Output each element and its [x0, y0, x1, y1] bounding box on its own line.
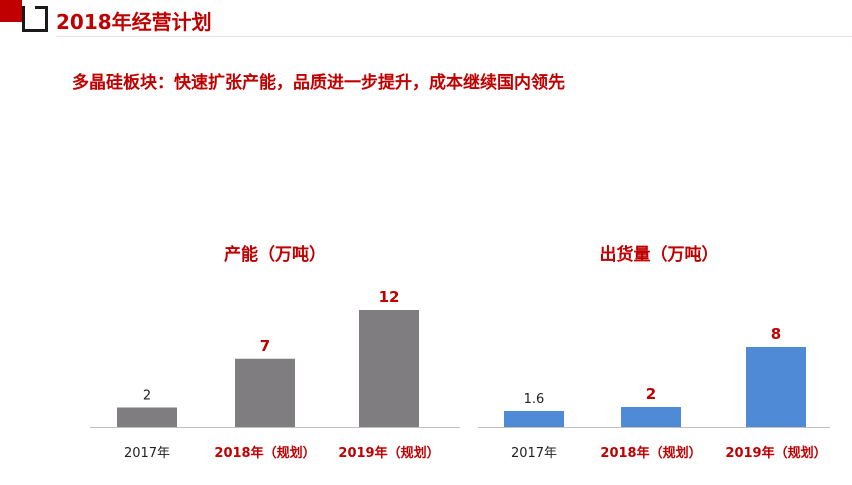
- capacity-data-label-0: 2: [143, 389, 151, 404]
- shipment-category-label-1: 2018年（规划）: [600, 445, 701, 461]
- capacity-chart-title: 产能（万吨）: [224, 245, 326, 265]
- capacity-chart: 产能（万吨） 2 2017年 7 2018年（规划） 12 2019年（规划）: [90, 240, 460, 470]
- capacity-category-label-0: 2017年: [124, 446, 170, 461]
- shipment-chart-plot: 1.6 2017年 2 2018年（规划） 8 2019年（规划）: [478, 325, 830, 461]
- capacity-data-label-1: 7: [260, 337, 270, 355]
- page-title: 2018年经营计划: [56, 10, 212, 34]
- shipment-data-label-1: 2: [646, 385, 656, 403]
- capacity-category-label-1: 2018年（规划）: [214, 445, 315, 461]
- slide-subtitle: 多晶硅板块：快速扩张产能，品质进一步提升，成本继续国内领先: [72, 73, 565, 93]
- capacity-bar-1: [235, 358, 295, 427]
- capacity-bar-0: [117, 407, 177, 427]
- corner-frame-top: [35, 6, 48, 9]
- shipment-category-label-2: 2019年（规划）: [725, 445, 826, 461]
- shipment-data-label-0: 1.6: [524, 392, 545, 407]
- capacity-bar-2: [359, 310, 419, 427]
- corner-red-square: [0, 0, 22, 22]
- shipment-bar-0: [504, 411, 564, 427]
- shipment-bar-2: [746, 347, 806, 427]
- shipment-data-label-2: 8: [771, 325, 781, 343]
- shipment-bar-1: [621, 407, 681, 427]
- shipment-chart: 出货量（万吨） 1.6 2017年 2 2018年（规划） 8 2019年（规划）: [478, 240, 840, 470]
- capacity-data-label-2: 12: [379, 288, 400, 306]
- shipment-chart-title: 出货量（万吨）: [599, 245, 719, 265]
- capacity-category-label-2: 2019年（规划）: [338, 445, 439, 461]
- title-divider: [56, 36, 852, 37]
- corner-frame: [22, 6, 48, 32]
- capacity-chart-plot: 2 2017年 7 2018年（规划） 12 2019年（规划）: [90, 288, 460, 461]
- shipment-category-label-0: 2017年: [511, 446, 557, 461]
- corner-frame-left: [22, 6, 25, 32]
